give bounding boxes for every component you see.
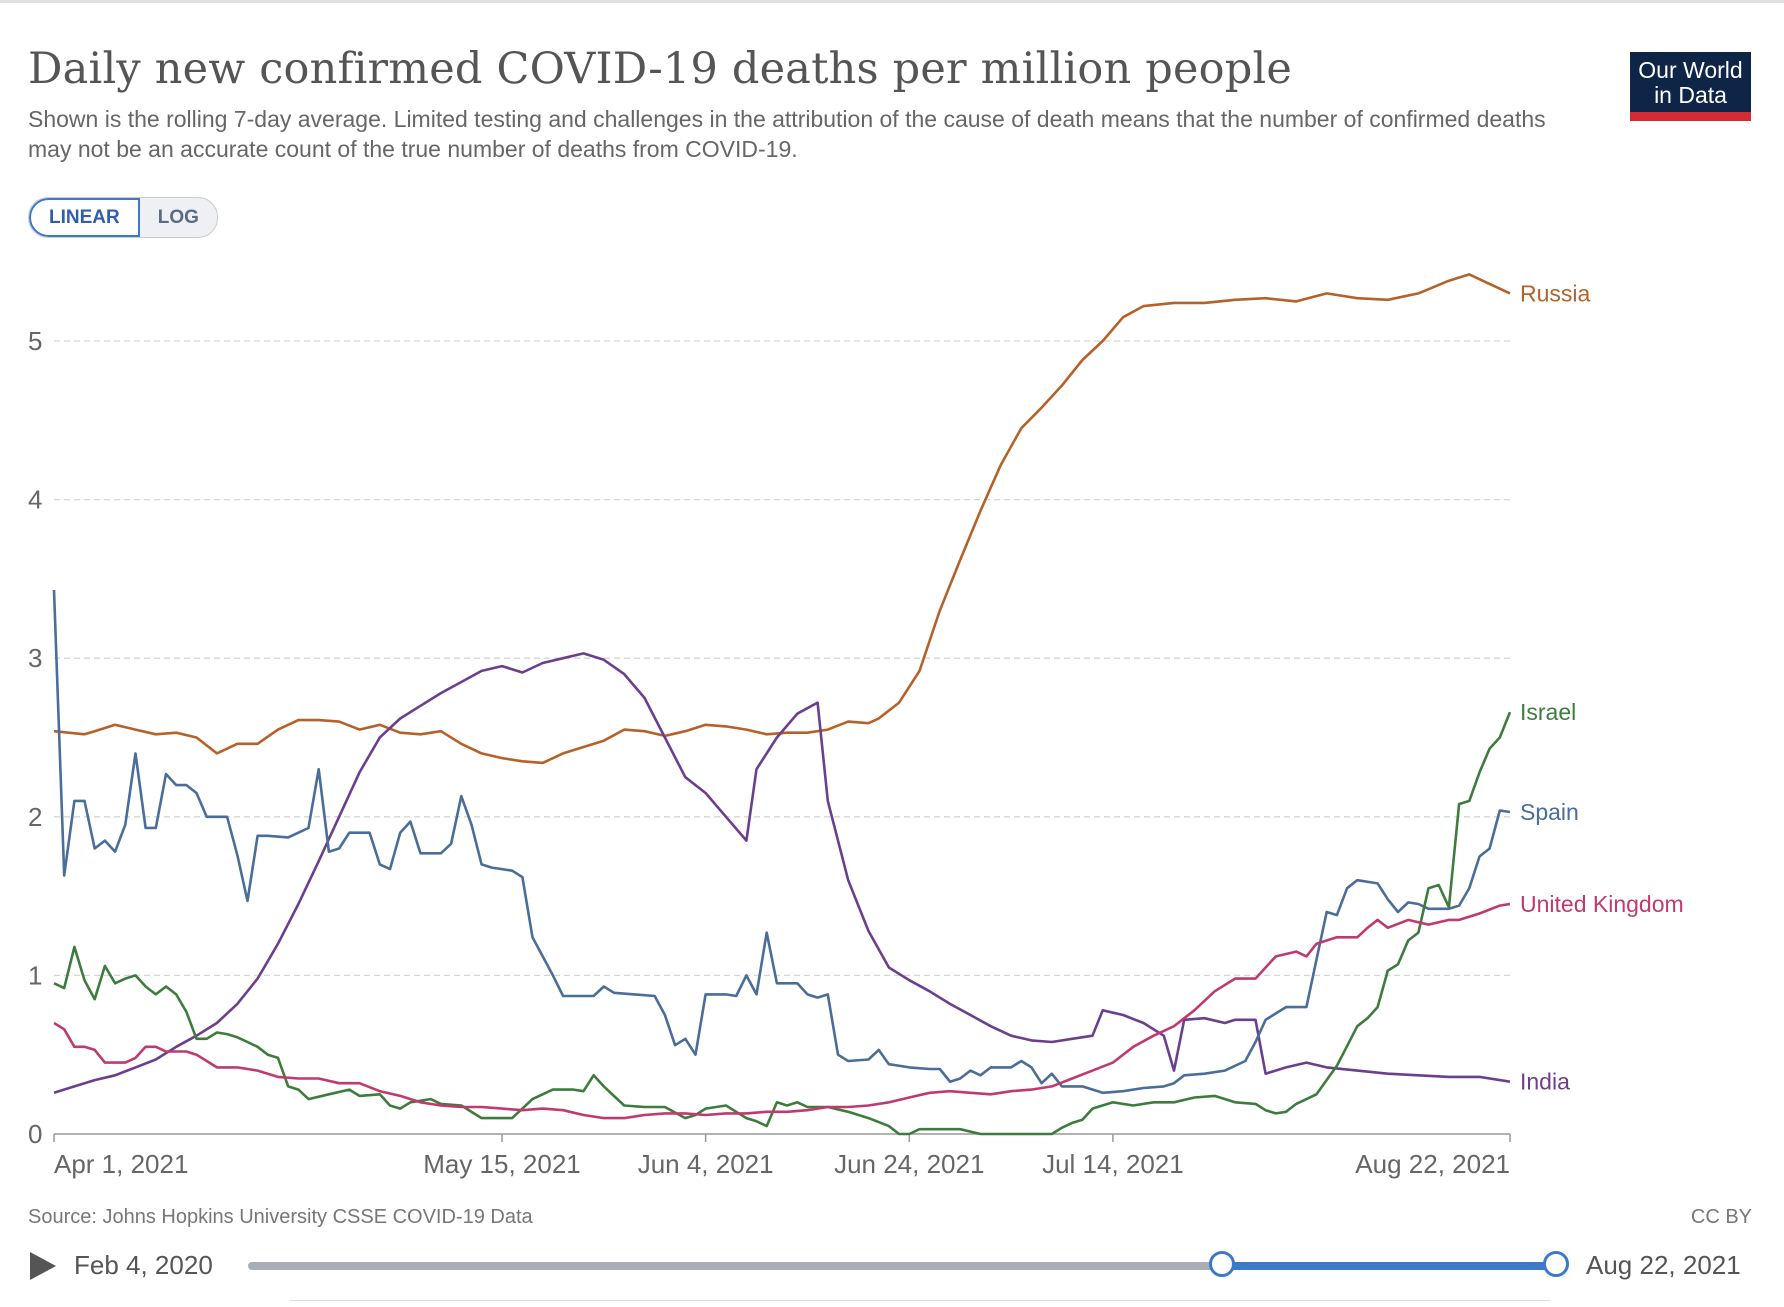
x-tick-label: Jul 14, 2021 — [1042, 1149, 1184, 1179]
x-tick-label: Apr 1, 2021 — [54, 1149, 188, 1179]
linear-scale-button[interactable]: LINEAR — [29, 198, 140, 237]
play-icon[interactable] — [30, 1252, 56, 1280]
series-label-russia: Russia — [1520, 280, 1591, 306]
timeline-start-handle[interactable] — [1209, 1251, 1235, 1277]
timeline-end-label: Aug 22, 2021 — [1586, 1250, 1741, 1280]
x-tick-label: May 15, 2021 — [423, 1149, 581, 1179]
timeline-start-label: Feb 4, 2020 — [74, 1250, 213, 1280]
y-tick-label: 5 — [28, 326, 42, 356]
source-note[interactable]: Source: Johns Hopkins University CSSE CO… — [28, 1206, 533, 1228]
series-line-india — [53, 652, 1511, 1095]
series-label-india: India — [1520, 1069, 1570, 1095]
x-tick-label: Jun 4, 2021 — [638, 1149, 774, 1179]
timeline-selected-range — [1222, 1262, 1556, 1270]
chart-subtitle: Shown is the rolling 7-day average. Limi… — [28, 106, 1546, 162]
owid-logo[interactable]: Our World in Data — [1630, 52, 1751, 121]
x-tick-label: Aug 22, 2021 — [1355, 1149, 1510, 1179]
y-tick-label: 0 — [28, 1119, 42, 1149]
logo-line-1: Our World — [1638, 57, 1743, 83]
series-label-israel: Israel — [1520, 699, 1576, 725]
series-line-spain — [52, 589, 1511, 1095]
log-scale-button[interactable]: LOG — [157, 207, 199, 228]
license-link[interactable]: CC BY — [1690, 1206, 1752, 1228]
y-tick-label: 2 — [28, 802, 42, 832]
series-line-israel — [53, 711, 1512, 1136]
y-tick-label: 3 — [28, 643, 42, 673]
series-line-russia — [53, 273, 1511, 765]
top-border — [0, 0, 1784, 3]
series-label-spain: Spain — [1520, 799, 1579, 825]
y-tick-label: 4 — [28, 485, 42, 515]
line-chart: 0 1 2 3 4 5 Apr 1, 2021 May 15, 2021 Jun 4, 2021… — [28, 273, 1684, 1179]
logo-line-2: in Data — [1654, 82, 1727, 108]
x-tick-label: Jun 24, 2021 — [834, 1149, 984, 1179]
bottom-tab-strip — [290, 1300, 1550, 1307]
scale-toggle: LINEAR LOG — [28, 197, 218, 238]
series-label-united-kingdom: United Kingdom — [1520, 891, 1684, 917]
y-tick-label: 1 — [28, 960, 42, 990]
chart-title: Daily new confirmed COVID-19 deaths per … — [28, 44, 1293, 94]
series-line-united-kingdom — [53, 902, 1511, 1120]
timeline-track[interactable] — [248, 1262, 1556, 1270]
timeline-end-handle[interactable] — [1543, 1251, 1569, 1277]
